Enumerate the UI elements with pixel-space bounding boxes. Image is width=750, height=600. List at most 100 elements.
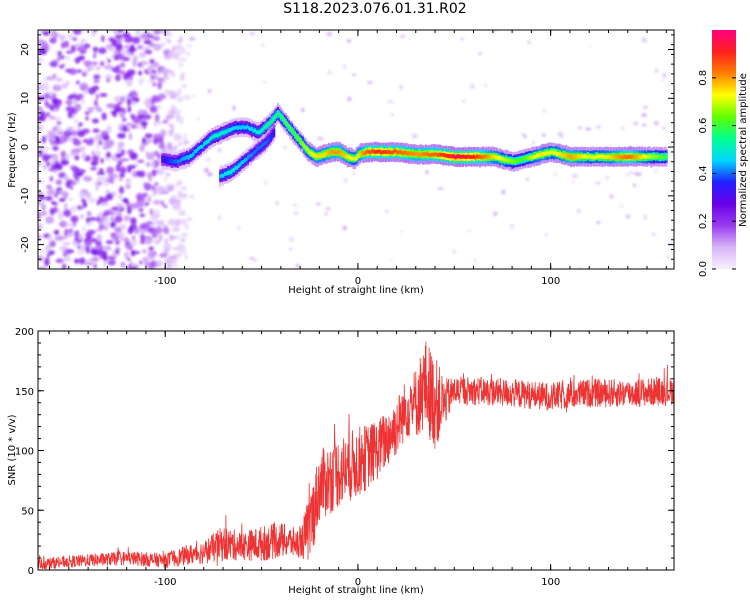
noise-speckle <box>609 194 614 199</box>
noise-speckle <box>77 122 83 127</box>
noise-speckle <box>102 136 110 141</box>
main-ridge-segment <box>660 155 663 159</box>
noise-speckle <box>55 179 63 186</box>
noise-speckle <box>132 60 137 67</box>
noise-speckle <box>159 253 168 258</box>
noise-speckle <box>52 73 57 80</box>
noise-speckle <box>65 129 72 134</box>
noise-speckle <box>44 112 51 118</box>
noise-speckle <box>177 190 182 195</box>
noise-speckle <box>87 65 94 70</box>
main-ridge-segment <box>380 150 383 155</box>
noise-speckle <box>73 98 77 105</box>
main-ridge-segment <box>409 151 412 156</box>
noise-speckle <box>190 194 194 199</box>
noise-speckle <box>87 87 96 95</box>
noise-speckle <box>74 57 81 64</box>
x-tick-label: -100 <box>154 276 177 287</box>
noise-speckle <box>204 168 209 173</box>
main-ridge-segment <box>516 159 519 163</box>
noise-speckle <box>92 30 98 33</box>
main-ridge-segment <box>233 126 236 131</box>
main-ridge-segment <box>517 157 520 162</box>
noise-speckle <box>177 38 183 44</box>
noise-speckle <box>45 216 55 224</box>
main-ridge-segment <box>337 150 340 154</box>
noise-speckle <box>138 52 147 58</box>
main-ridge-segment <box>577 154 580 159</box>
noise-speckle <box>152 251 157 256</box>
noise-speckle <box>95 93 99 100</box>
noise-speckle <box>114 34 124 39</box>
noise-speckle <box>181 83 187 89</box>
noise-speckle <box>80 146 86 152</box>
main-ridge-segment <box>375 149 378 154</box>
main-ridge-segment <box>642 154 645 159</box>
main-ridge-segment <box>383 150 386 154</box>
noise-speckle <box>153 239 161 245</box>
noise-speckle <box>155 260 163 268</box>
main-ridge-segment <box>369 150 372 155</box>
noise-speckle <box>67 111 72 119</box>
main-ridge-segment <box>554 150 557 155</box>
main-ridge-segment <box>207 139 210 143</box>
noise-speckle <box>65 180 71 189</box>
noise-speckle <box>186 51 190 56</box>
main-ridge-segment <box>462 154 465 159</box>
main-ridge-segment <box>421 152 424 157</box>
main-ridge-segment <box>264 124 267 129</box>
noise-speckle <box>72 241 78 248</box>
noise-speckle <box>93 263 97 269</box>
main-ridge-segment <box>497 155 500 160</box>
noise-speckle <box>301 107 305 112</box>
secondary-ridge-segment <box>248 154 251 159</box>
main-ridge-segment <box>643 154 646 159</box>
main-ridge-segment <box>270 119 273 124</box>
noise-speckle <box>98 211 103 218</box>
noise-speckle <box>119 123 124 128</box>
main-ridge-segment <box>519 158 522 163</box>
noise-speckle <box>183 94 191 101</box>
noise-speckle <box>38 114 46 122</box>
main-ridge-segment <box>292 129 295 134</box>
secondary-ridge-segment <box>223 172 226 176</box>
noise-speckle <box>137 109 145 115</box>
noise-speckle <box>93 74 101 80</box>
main-ridge-segment <box>275 113 278 118</box>
noise-speckle <box>82 60 92 65</box>
main-ridge-segment <box>468 154 471 159</box>
noise-speckle <box>117 247 122 251</box>
noise-speckle <box>64 153 70 161</box>
main-ridge-segment <box>651 154 654 159</box>
main-ridge-segment <box>398 149 401 154</box>
main-ridge-segment <box>256 130 259 135</box>
noise-speckle <box>63 209 72 217</box>
noise-speckle <box>93 51 98 55</box>
main-ridge-segment <box>511 159 514 164</box>
main-ridge-segment <box>250 126 253 131</box>
noise-speckle <box>668 242 673 245</box>
noise-speckle <box>249 257 254 260</box>
main-ridge-segment <box>654 155 657 159</box>
main-ridge-segment <box>253 128 256 133</box>
noise-speckle <box>145 49 153 55</box>
main-ridge-segment <box>206 140 209 144</box>
main-ridge-segment <box>474 155 477 160</box>
spectrogram-y-axis-label: Frequency (Hz) <box>7 112 18 188</box>
main-ridge-segment <box>428 153 431 157</box>
noise-speckle <box>156 153 161 159</box>
noise-speckle <box>288 237 295 242</box>
main-ridge-segment <box>244 125 247 130</box>
noise-speckle <box>64 40 69 48</box>
noise-speckle <box>136 198 144 207</box>
main-ridge-segment <box>602 154 605 159</box>
noise-speckle <box>80 39 88 42</box>
noise-speckle <box>117 132 126 139</box>
main-ridge-segment <box>338 150 341 154</box>
noise-speckle <box>122 117 127 122</box>
main-ridge-segment <box>600 154 603 159</box>
noise-speckle <box>63 202 68 210</box>
noise-speckle <box>292 203 298 207</box>
noise-speckle <box>148 265 154 269</box>
main-ridge-segment <box>212 134 215 139</box>
